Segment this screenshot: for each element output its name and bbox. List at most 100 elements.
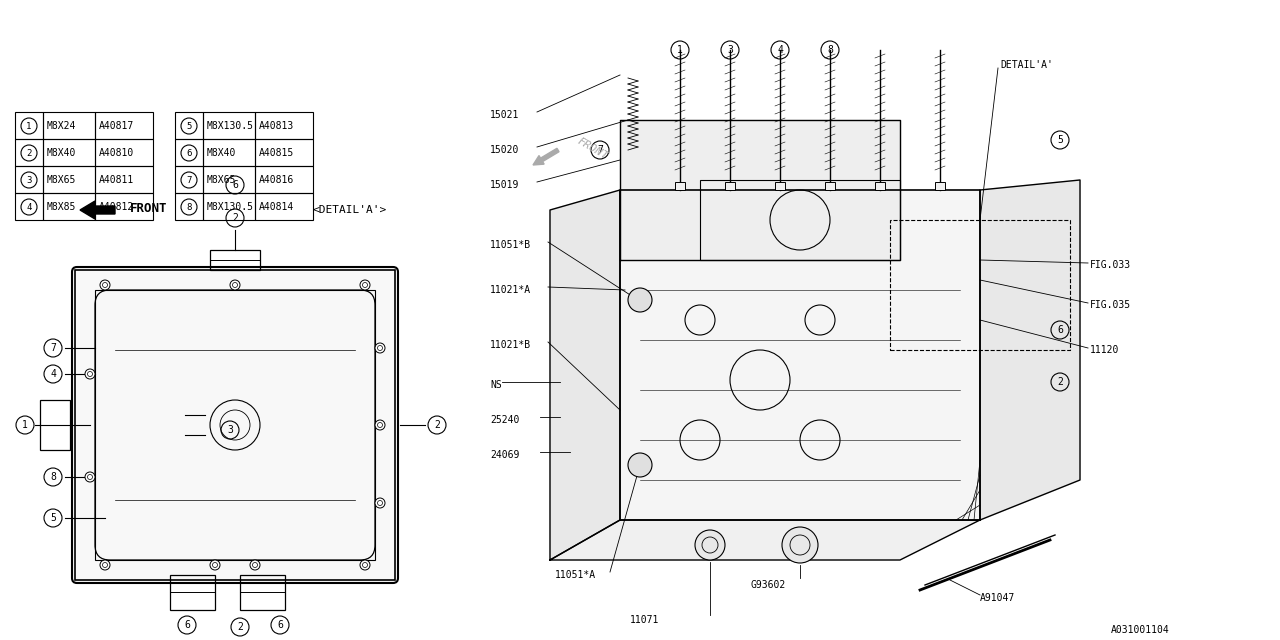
Bar: [675, 182, 685, 190]
Text: 6: 6: [232, 180, 238, 190]
Text: M8X40: M8X40: [47, 148, 77, 158]
Bar: [40, 400, 70, 450]
Bar: [890, 220, 1070, 350]
Bar: [204, 139, 255, 166]
Text: 4: 4: [50, 369, 56, 379]
Circle shape: [695, 530, 724, 560]
Text: A031001104: A031001104: [1111, 625, 1170, 635]
Bar: [175, 166, 204, 193]
Bar: [44, 193, 95, 220]
Text: 5: 5: [187, 122, 192, 131]
Bar: [15, 112, 44, 139]
Polygon shape: [550, 520, 980, 560]
Bar: [15, 166, 44, 193]
Bar: [255, 112, 314, 139]
Circle shape: [360, 560, 370, 570]
Text: 15019: 15019: [490, 180, 520, 190]
Text: 1: 1: [677, 45, 684, 55]
Text: 4: 4: [27, 202, 32, 211]
Text: FIG.033: FIG.033: [1091, 260, 1132, 270]
Text: FIG.035: FIG.035: [1091, 300, 1132, 310]
Text: A40816: A40816: [259, 175, 294, 185]
Bar: [95, 193, 154, 220]
Polygon shape: [550, 190, 620, 560]
Circle shape: [210, 560, 220, 570]
Bar: [95, 139, 154, 166]
Text: 2: 2: [237, 622, 243, 632]
Bar: [210, 250, 260, 270]
Bar: [44, 112, 95, 139]
Text: DETAIL'A': DETAIL'A': [1000, 60, 1053, 70]
Bar: [934, 182, 945, 190]
Bar: [76, 270, 396, 580]
Text: 24069: 24069: [490, 450, 520, 460]
Text: 8: 8: [50, 472, 56, 482]
Text: 2: 2: [27, 148, 32, 157]
Circle shape: [250, 560, 260, 570]
Circle shape: [375, 420, 385, 430]
Text: M8X24: M8X24: [47, 121, 77, 131]
Text: 2: 2: [232, 213, 238, 223]
Polygon shape: [620, 120, 900, 260]
Text: A40815: A40815: [259, 148, 294, 158]
Bar: [876, 182, 884, 190]
Text: 5: 5: [1057, 135, 1062, 145]
Bar: [175, 112, 204, 139]
Text: 6: 6: [1057, 325, 1062, 335]
Bar: [826, 182, 835, 190]
Text: 8: 8: [827, 45, 833, 55]
Text: 15021: 15021: [490, 110, 520, 120]
Text: 3: 3: [227, 425, 233, 435]
Polygon shape: [620, 190, 980, 520]
Text: 3: 3: [727, 45, 733, 55]
FancyBboxPatch shape: [72, 267, 398, 583]
Text: 11120: 11120: [1091, 345, 1120, 355]
Text: M8X65: M8X65: [47, 175, 77, 185]
Text: 7: 7: [50, 343, 56, 353]
Bar: [255, 193, 314, 220]
Text: 5: 5: [50, 513, 56, 523]
Text: M8X65: M8X65: [207, 175, 237, 185]
Text: NS: NS: [490, 380, 502, 390]
Circle shape: [230, 280, 241, 290]
Circle shape: [84, 369, 95, 379]
Text: M8X85: M8X85: [47, 202, 77, 212]
Text: 8: 8: [187, 202, 192, 211]
Bar: [204, 166, 255, 193]
Circle shape: [375, 498, 385, 508]
Bar: [44, 166, 95, 193]
Text: A40812: A40812: [99, 202, 134, 212]
Text: FRONT: FRONT: [131, 202, 168, 214]
Text: 1: 1: [22, 420, 28, 430]
Circle shape: [782, 527, 818, 563]
Text: 11021*A: 11021*A: [490, 285, 531, 295]
Text: G93602: G93602: [750, 580, 785, 590]
Text: FRONT: FRONT: [575, 136, 609, 162]
Text: <DETAIL'A'>: <DETAIL'A'>: [312, 205, 387, 215]
Text: A40811: A40811: [99, 175, 134, 185]
Text: M8X130.5: M8X130.5: [207, 202, 253, 212]
Text: 4: 4: [777, 45, 783, 55]
Bar: [255, 166, 314, 193]
Circle shape: [628, 288, 652, 312]
FancyArrow shape: [532, 148, 559, 165]
Text: 11051*B: 11051*B: [490, 240, 531, 250]
Bar: [774, 182, 785, 190]
Bar: [15, 139, 44, 166]
Polygon shape: [980, 180, 1080, 520]
Text: A40810: A40810: [99, 148, 134, 158]
Text: 3: 3: [27, 175, 32, 184]
Bar: [95, 112, 154, 139]
Text: 2: 2: [434, 420, 440, 430]
Circle shape: [360, 280, 370, 290]
Circle shape: [628, 453, 652, 477]
FancyArrow shape: [81, 201, 115, 219]
Text: M8X40: M8X40: [207, 148, 237, 158]
Bar: [724, 182, 735, 190]
Text: 11071: 11071: [630, 615, 659, 625]
Bar: [95, 166, 154, 193]
Text: 7: 7: [596, 145, 603, 155]
Text: A40817: A40817: [99, 121, 134, 131]
Text: A40814: A40814: [259, 202, 294, 212]
Bar: [95, 290, 375, 560]
